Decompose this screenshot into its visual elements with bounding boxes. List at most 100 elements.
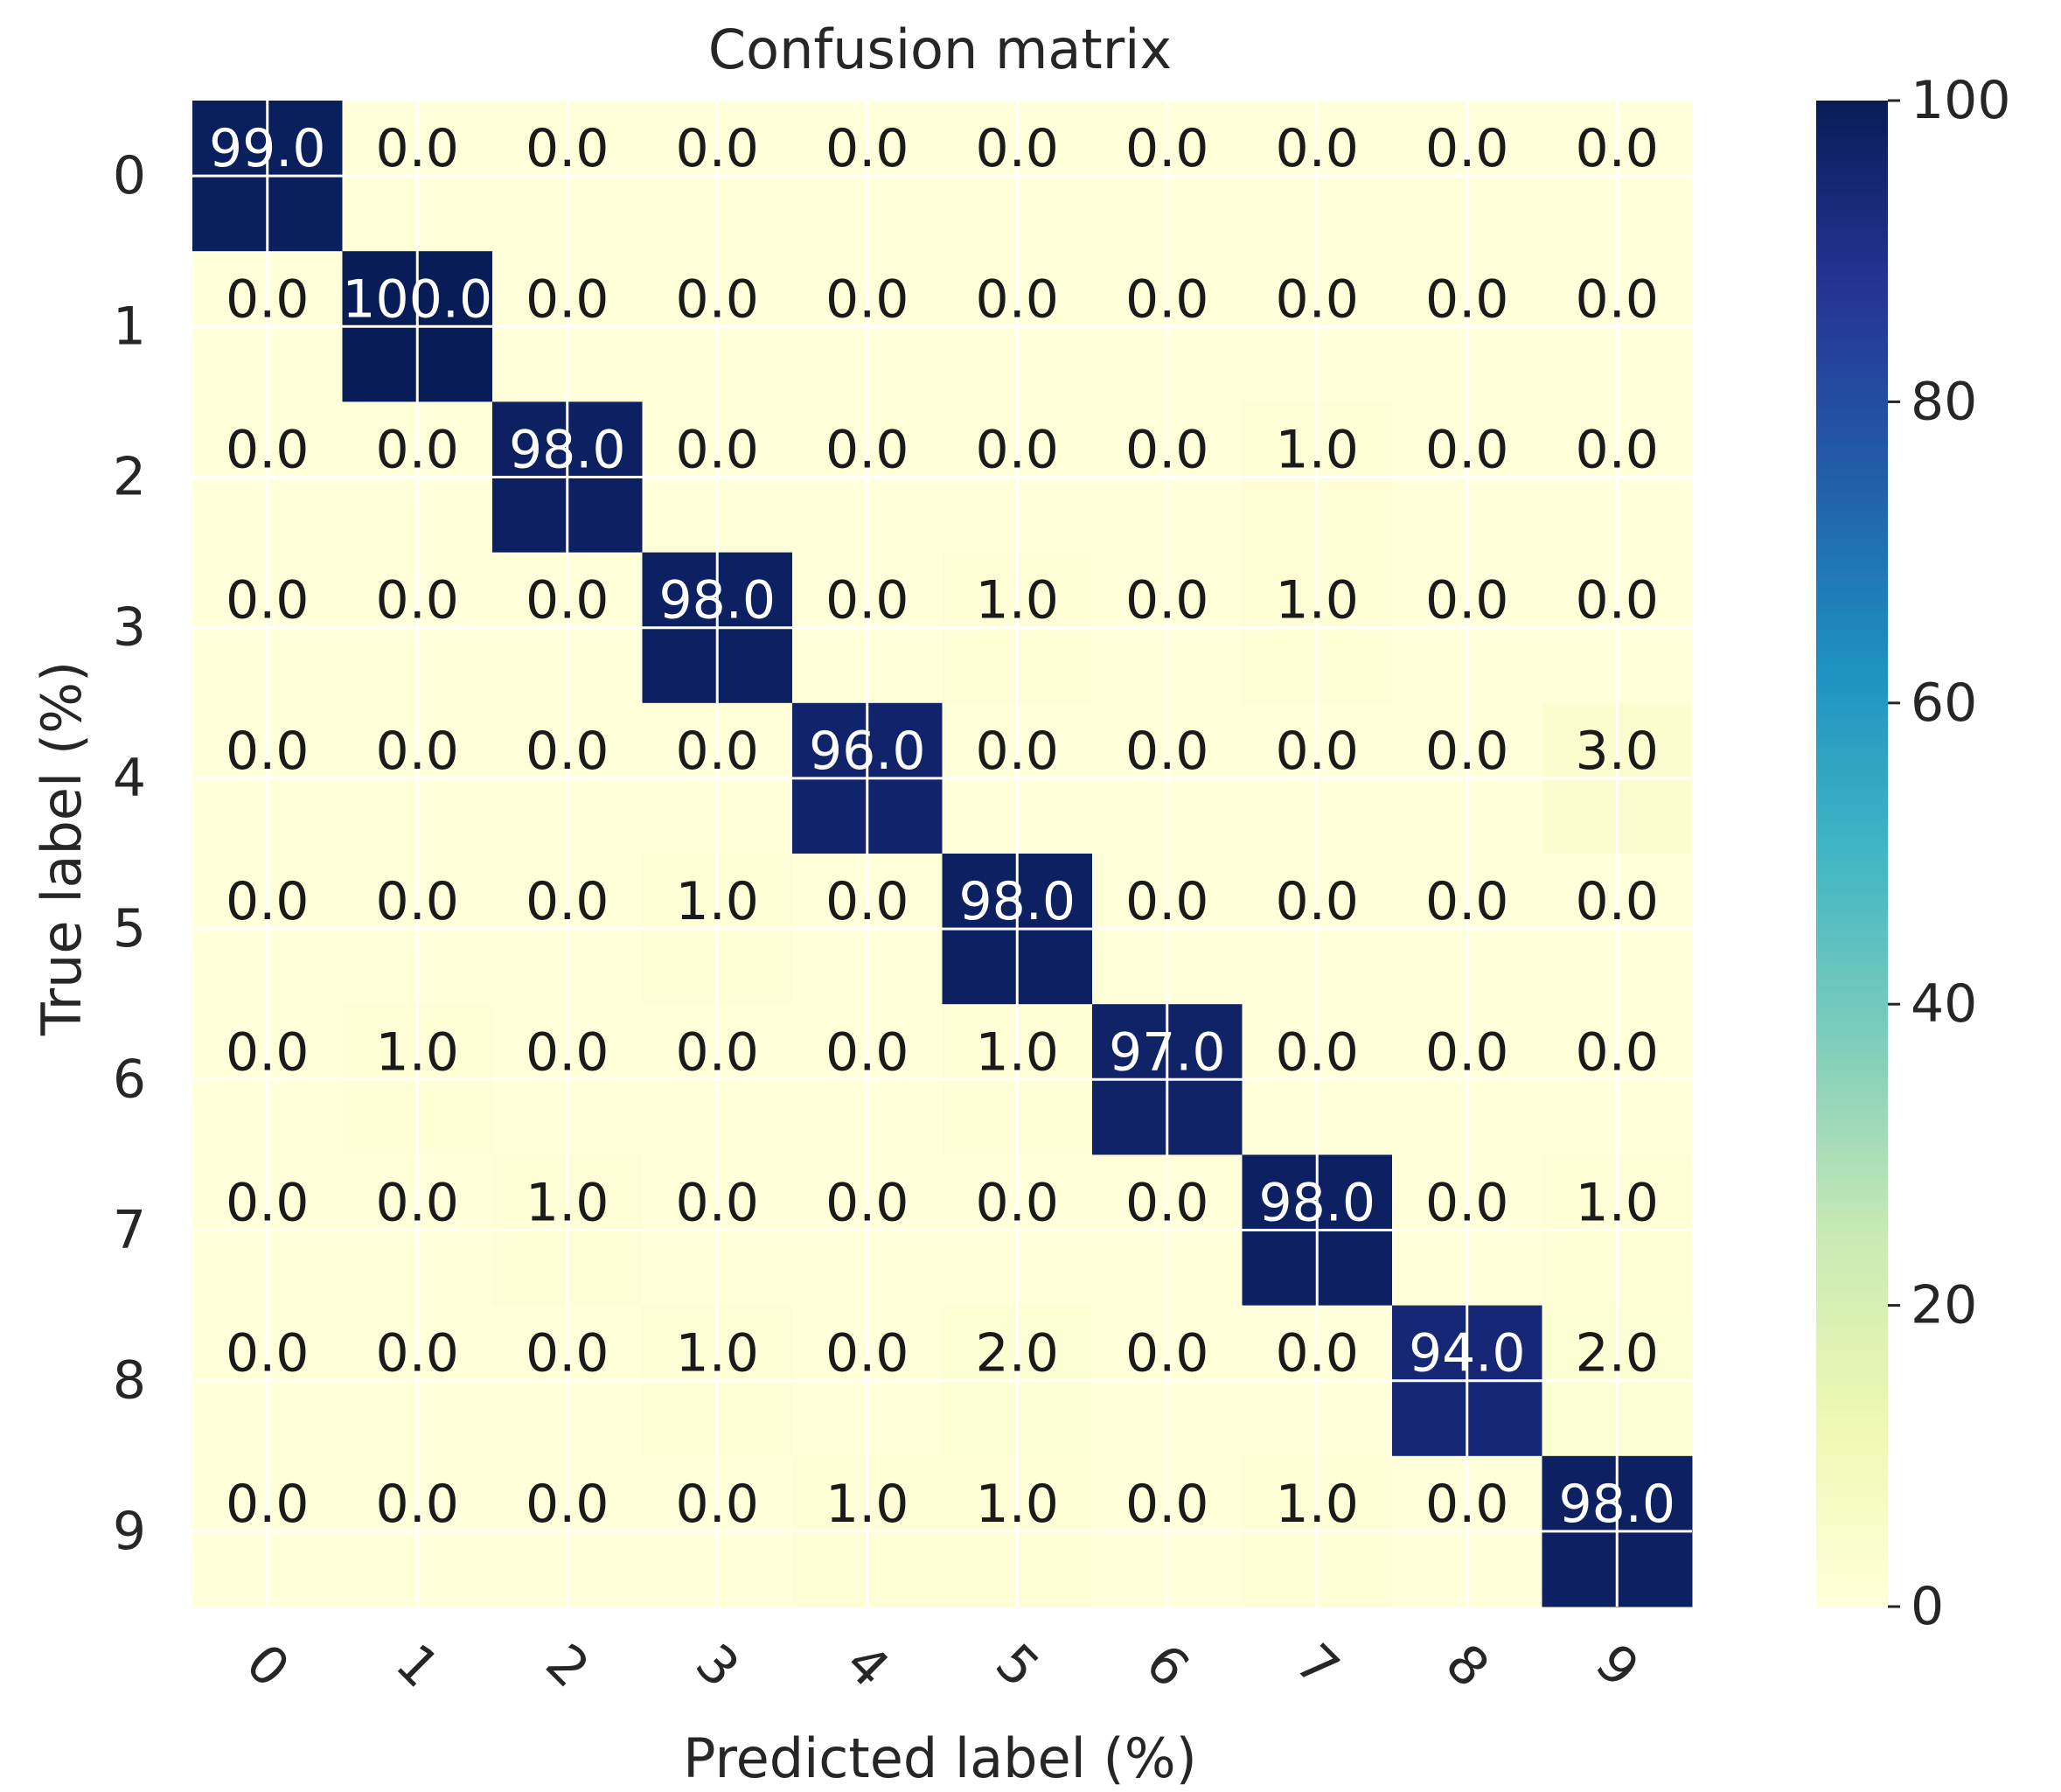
cell-value-label: 96.0 [809, 721, 926, 782]
cell-value-label: 0.0 [1276, 268, 1359, 330]
cell-value-label: 1.0 [1276, 1474, 1359, 1535]
colorbar-tick-label: 0 [1911, 1576, 1944, 1637]
cell-value-label: 0.0 [976, 268, 1059, 330]
cell-value-label: 0.0 [825, 871, 909, 932]
cell-value-label: 0.0 [676, 721, 759, 782]
cell-value-label: 0.0 [376, 1173, 459, 1234]
cell-value-label: 1.0 [976, 1022, 1059, 1083]
cell-value-label: 1.0 [526, 1173, 609, 1234]
cell-value-label: 0.0 [825, 1022, 909, 1083]
cell-value-label: 0.0 [1125, 1323, 1208, 1384]
cell-value-label: 1.0 [376, 1022, 459, 1083]
cell-value-label: 1.0 [825, 1474, 909, 1535]
cell-value-label: 1.0 [1576, 1173, 1659, 1234]
cell-value-label: 0.0 [226, 871, 309, 932]
x-tick-label: 2 [533, 1633, 601, 1700]
cell-value-label: 1.0 [1276, 420, 1359, 481]
cell-value-label: 0.0 [976, 118, 1059, 179]
cell-value-label: 0.0 [1125, 570, 1208, 631]
cell-value-label: 0.0 [676, 1173, 759, 1234]
cell-value-label: 0.0 [226, 570, 309, 631]
cell-value-label: 0.0 [825, 570, 909, 631]
cell-value-label: 0.0 [1425, 1173, 1508, 1234]
colorbar: 0 20 40 60 80 100 [1816, 70, 2011, 1637]
colorbar-scale [1816, 101, 1888, 1607]
cell-value-label: 98.0 [658, 570, 776, 631]
x-axis-label: Predicted label (%) [683, 1726, 1197, 1790]
cell-value-label: 0.0 [526, 570, 609, 631]
cell-value-label: 98.0 [1258, 1173, 1375, 1234]
x-tick-label: 8 [1434, 1633, 1501, 1700]
x-tick-label: 4 [833, 1633, 901, 1700]
cell-value-label: 0.0 [226, 268, 309, 330]
y-tick-label: 8 [113, 1350, 146, 1412]
cell-value-label: 97.0 [1109, 1022, 1226, 1083]
cell-value-label: 0.0 [676, 1022, 759, 1083]
cell-value-label: 0.0 [1425, 1022, 1508, 1083]
cell-value-label: 0.0 [1425, 268, 1508, 330]
x-tick-label: 9 [1584, 1633, 1651, 1700]
x-axis-ticks: 0 1 2 3 4 5 6 7 8 9 [233, 1633, 1650, 1700]
cell-value-label: 0.0 [1576, 420, 1659, 481]
x-tick-label: 6 [1134, 1633, 1201, 1700]
cell-value-label: 0.0 [1576, 871, 1659, 932]
cell-value-label: 0.0 [376, 118, 459, 179]
cell-value-label: 0.0 [825, 268, 909, 330]
cell-value-label: 0.0 [226, 1173, 309, 1234]
cell-value-label: 0.0 [226, 721, 309, 782]
cell-value-label: 0.0 [1425, 420, 1508, 481]
cell-value-label: 0.0 [1276, 871, 1359, 932]
cell-value-label: 0.0 [526, 1474, 609, 1535]
heatmap-gridlines [192, 101, 1692, 1607]
cell-value-label: 1.0 [1276, 570, 1359, 631]
x-tick-label: 3 [684, 1633, 751, 1700]
y-axis-label: True label (%) [30, 661, 94, 1036]
cell-value-label: 0.0 [376, 570, 459, 631]
colorbar-ticks: 0 20 40 60 80 100 [1888, 70, 2011, 1637]
cell-value-label: 1.0 [676, 1323, 759, 1384]
cell-value-label: 3.0 [1576, 721, 1659, 782]
cell-value-label: 98.0 [958, 871, 1076, 932]
colorbar-tick-label: 100 [1911, 70, 2011, 131]
cell-value-label: 0.0 [676, 268, 759, 330]
cell-value-label: 0.0 [1425, 570, 1508, 631]
cell-value-label: 1.0 [676, 871, 759, 932]
cell-value-label: 0.0 [976, 420, 1059, 481]
cell-value-label: 0.0 [226, 420, 309, 481]
cell-value-label: 0.0 [1276, 118, 1359, 179]
y-tick-label: 4 [113, 748, 146, 809]
cell-value-label: 0.0 [226, 1474, 309, 1535]
y-tick-label: 3 [113, 597, 146, 659]
cell-value-label: 0.0 [1125, 721, 1208, 782]
cell-value-label: 0.0 [526, 1022, 609, 1083]
cell-value-label: 0.0 [676, 1474, 759, 1535]
cell-value-label: 0.0 [526, 721, 609, 782]
cell-value-label: 0.0 [376, 420, 459, 481]
cell-value-label: 0.0 [226, 1323, 309, 1384]
heatmap-cell-labels: 99.0 0.0 0.0 0.0 0.0 0.0 0.0 0.0 0.0 0.0 0.0 100.0 0… [209, 118, 1675, 1535]
cell-value-label: 0.0 [526, 871, 609, 932]
cell-value-label: 0.0 [1276, 1323, 1359, 1384]
x-tick-label: 5 [984, 1633, 1051, 1700]
cell-value-label: 0.0 [526, 1323, 609, 1384]
cell-value-label: 1.0 [976, 570, 1059, 631]
y-tick-label: 1 [113, 296, 146, 357]
colorbar-tick-label: 40 [1911, 973, 1977, 1035]
cell-value-label: 0.0 [1125, 268, 1208, 330]
y-tick-label: 9 [113, 1501, 146, 1562]
cell-value-label: 0.0 [825, 118, 909, 179]
colorbar-tick-label: 20 [1911, 1275, 1977, 1336]
cell-value-label: 0.0 [1425, 721, 1508, 782]
cell-value-label: 0.0 [676, 420, 759, 481]
cell-value-label: 0.0 [825, 1323, 909, 1384]
cell-value-label: 0.0 [226, 1022, 309, 1083]
cell-value-label: 0.0 [1576, 570, 1659, 631]
y-tick-label: 0 [113, 145, 146, 206]
cell-value-label: 0.0 [1576, 268, 1659, 330]
cell-value-label: 0.0 [1425, 871, 1508, 932]
cell-value-label: 0.0 [526, 268, 609, 330]
cell-value-label: 0.0 [1125, 1173, 1208, 1234]
cell-value-label: 0.0 [1125, 420, 1208, 481]
cell-value-label: 98.0 [509, 420, 626, 481]
